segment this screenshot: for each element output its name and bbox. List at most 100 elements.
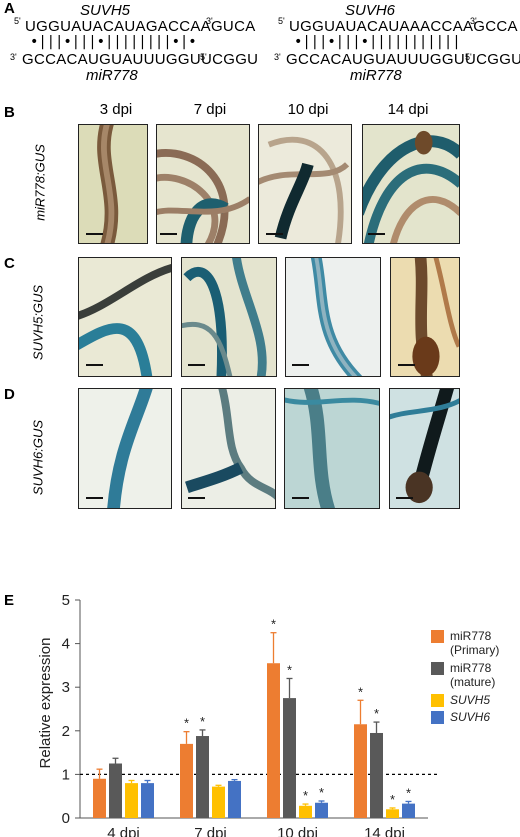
bar xyxy=(402,803,415,818)
panel-label-a: A xyxy=(4,0,15,17)
legend-item-suvh6: SUVH6 xyxy=(431,710,490,724)
bar xyxy=(125,783,138,818)
y-tick-label: 0 xyxy=(62,810,70,827)
micrograph-suvh6-14dpi xyxy=(389,388,460,509)
scale-bar xyxy=(266,233,283,235)
micrograph-mir778-3dpi xyxy=(78,124,148,244)
bar xyxy=(228,780,241,818)
legend-item-mir778-mature: miR778 (mature) xyxy=(431,661,495,689)
target-sequence-suvh6: UGGUAUACAUAAACCAAGCCA xyxy=(289,18,518,35)
legend-item-suvh5: SUVH5 xyxy=(431,693,490,707)
expression-bar-chart: 0 1 2 3 4 5 4 dpi 7 dpi 10 dpi 14 dpi * * * * * * * * * * … xyxy=(37,592,438,837)
mirna-label-left: miR778 xyxy=(86,67,138,84)
legend-swatch xyxy=(431,630,444,643)
three-prime-top-right: 3' xyxy=(470,16,477,26)
bar xyxy=(196,736,209,818)
micrograph-suvh6-10dpi xyxy=(284,388,380,509)
timepoint-label-3dpi: 3 dpi xyxy=(99,101,133,118)
bar xyxy=(141,783,154,818)
x-tick-label: 4 dpi xyxy=(107,825,140,837)
significance-marker: * xyxy=(358,684,363,699)
bar xyxy=(212,786,225,818)
micrograph-suvh6-7dpi xyxy=(181,388,276,509)
significance-marker: * xyxy=(287,662,292,677)
bar xyxy=(315,802,328,818)
bar xyxy=(93,778,106,818)
micrograph-suvh5-7dpi xyxy=(181,257,277,377)
legend-label: miR778 (mature) xyxy=(450,661,496,689)
base-pairing-suvh5: •|||•|||•||||||||•|• xyxy=(30,34,197,50)
scale-bar xyxy=(86,497,103,499)
x-tick-label: 14 dpi xyxy=(364,825,405,837)
scale-bar xyxy=(292,364,309,366)
micrograph-suvh6-3dpi xyxy=(78,388,172,509)
bar xyxy=(267,663,280,818)
x-tick-label: 10 dpi xyxy=(277,825,318,837)
bar xyxy=(180,743,193,818)
bar xyxy=(283,698,296,818)
five-prime-bottom: 5' xyxy=(200,52,207,62)
y-tick-label: 4 xyxy=(62,636,70,653)
significance-marker: * xyxy=(271,617,276,632)
significance-marker: * xyxy=(406,785,411,800)
row-label-suvh6-gus: SUVH6:GUS xyxy=(30,419,46,496)
base-pairing-suvh6: •|||•|||•||||||||||| xyxy=(294,34,461,50)
legend-swatch xyxy=(431,662,444,675)
significance-marker: * xyxy=(319,785,324,800)
significance-marker: * xyxy=(184,716,189,731)
panel-label-b: B xyxy=(4,104,15,121)
legend-swatch xyxy=(431,694,444,707)
bar xyxy=(299,805,312,818)
y-tick-label: 3 xyxy=(62,679,70,696)
mirna-sequence-right: GCCACAUGUAUUUGGUUCGGU xyxy=(286,51,520,68)
scale-bar xyxy=(188,497,205,499)
scale-bar xyxy=(86,364,103,366)
micrograph-mir778-7dpi xyxy=(156,124,250,244)
legend-label: miR778 (Primary) xyxy=(450,629,500,657)
gene-label-suvh5: SUVH5 xyxy=(80,2,131,19)
three-prime-bottom-right: 3' xyxy=(274,52,281,62)
y-tick-label: 5 xyxy=(62,592,70,609)
panel-label-c: C xyxy=(4,255,15,272)
micrograph-suvh5-10dpi xyxy=(285,257,381,377)
scale-bar xyxy=(368,233,385,235)
bar xyxy=(370,732,383,818)
micrograph-suvh5-3dpi xyxy=(78,257,172,377)
five-prime-top: 5' xyxy=(14,16,21,26)
micrograph-suvh5-14dpi xyxy=(390,257,460,377)
scale-bar xyxy=(396,497,413,499)
three-prime-top: 3' xyxy=(206,16,213,26)
timepoint-label-10dpi: 10 dpi xyxy=(287,101,329,118)
y-tick-label: 2 xyxy=(62,723,70,740)
scale-bar xyxy=(292,497,309,499)
micrograph-mir778-10dpi xyxy=(258,124,352,244)
target-sequence-suvh5: UGGUAUACAUAGACCAAGUCA xyxy=(25,18,256,35)
significance-marker: * xyxy=(390,792,395,807)
y-axis-label: Relative expression xyxy=(37,638,54,769)
y-tick-label: 1 xyxy=(62,766,70,783)
row-label-mir778-gus: miR778:GUS xyxy=(32,144,48,221)
legend-label: SUVH5 xyxy=(450,693,491,707)
scale-bar xyxy=(188,364,205,366)
bar xyxy=(109,763,122,818)
scale-bar xyxy=(160,233,177,235)
row-label-suvh5-gus: SUVH5:GUS xyxy=(30,284,46,361)
mirna-sequence-left: GCCACAUGUAUUUGGUUCGGU xyxy=(22,51,259,68)
micrograph-mir778-14dpi xyxy=(362,124,460,244)
scale-bar xyxy=(398,364,415,366)
x-tick-label: 7 dpi xyxy=(194,825,227,837)
five-prime-bottom-right: 5' xyxy=(465,52,472,62)
scale-bar xyxy=(86,233,103,235)
timepoint-label-7dpi: 7 dpi xyxy=(193,101,227,118)
three-prime-bottom: 3' xyxy=(10,52,17,62)
bar xyxy=(354,724,367,818)
gene-label-suvh6: SUVH6 xyxy=(345,2,396,19)
legend-label: SUVH6 xyxy=(450,710,491,724)
bar xyxy=(386,809,399,818)
legend-item-mir778-primary: miR778 (Primary) xyxy=(431,629,499,657)
five-prime-top-right: 5' xyxy=(278,16,285,26)
panel-label-e: E xyxy=(4,592,15,609)
chart-bars: * * * * * * * * * * xyxy=(93,617,415,818)
significance-marker: * xyxy=(200,714,205,729)
timepoint-label-14dpi: 14 dpi xyxy=(387,101,429,118)
